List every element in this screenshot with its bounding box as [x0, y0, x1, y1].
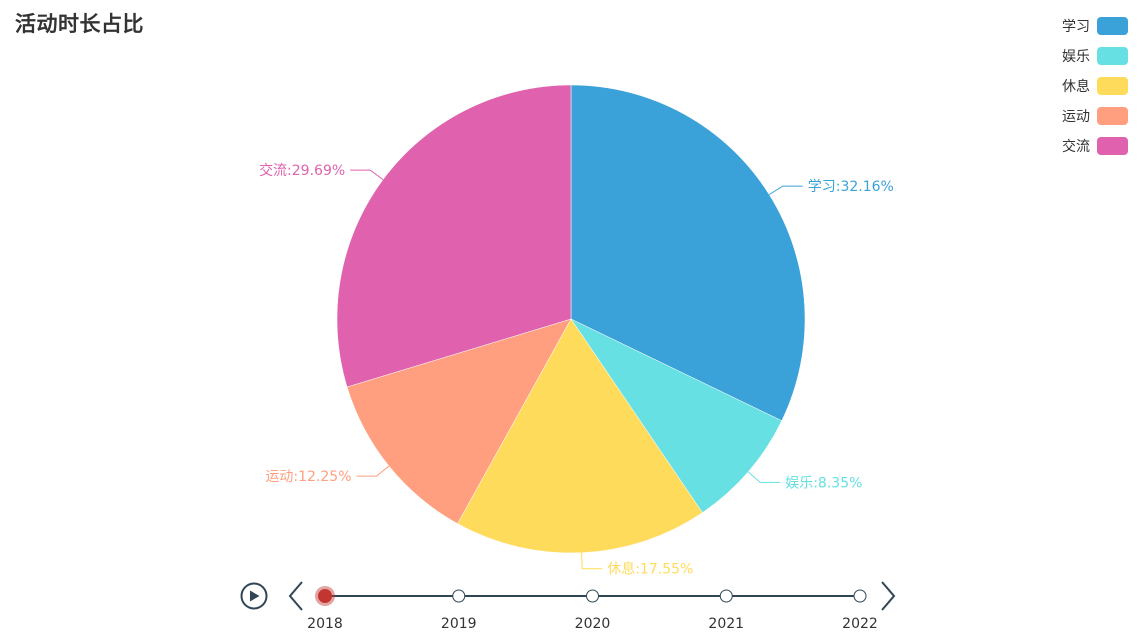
play-icon	[240, 582, 268, 610]
timeline: 2018 2019 2020 2021 2022	[240, 581, 896, 632]
timeline-year-label: 2019	[441, 616, 477, 632]
pie-labels: 学习:32.16% 娱乐:8.35% 休息:17.55% 运动:12.25% 交流:29…	[259, 162, 894, 578]
legend-item[interactable]: 交流	[1018, 131, 1128, 161]
timeline-dot	[853, 589, 867, 603]
legend-label: 运动	[1062, 109, 1090, 125]
legend-item[interactable]: 休息	[1018, 71, 1128, 101]
timeline-current-dot	[318, 589, 332, 603]
legend-swatch	[1097, 77, 1128, 95]
legend-label: 娱乐	[1062, 49, 1090, 65]
slice-label: 娱乐:8.35%	[785, 475, 862, 491]
label-line	[350, 169, 384, 181]
legend-item[interactable]: 娱乐	[1018, 41, 1128, 71]
timeline-dot	[452, 589, 466, 603]
chart-title: 活动时长占比	[15, 12, 144, 36]
timeline-year-label: 2020	[575, 616, 611, 632]
timeline-dot	[719, 589, 733, 603]
slice-label: 休息:17.55%	[607, 561, 693, 578]
label-line	[581, 552, 603, 570]
timeline-year-label: 2021	[708, 616, 744, 632]
timeline-dot	[586, 589, 599, 603]
legend-swatch	[1097, 47, 1128, 65]
timeline-node[interactable]: 2020	[575, 589, 611, 632]
slice-label: 学习:32.16%	[808, 179, 894, 195]
slice-label: 运动:12.25%	[265, 469, 351, 485]
timeline-year-label: 2018	[307, 616, 343, 632]
legend: 学习娱乐休息运动交流	[1018, 11, 1128, 161]
legend-item[interactable]: 学习	[1018, 11, 1128, 41]
slice-label: 交流:29.69%	[259, 162, 345, 179]
timeline-node[interactable]: 2021	[708, 589, 744, 632]
chevron-right-icon[interactable]	[881, 581, 896, 611]
legend-swatch	[1097, 107, 1128, 125]
label-line	[356, 465, 390, 477]
timeline-node[interactable]: 2019	[441, 589, 477, 632]
pie-slice[interactable]	[457, 318, 703, 554]
legend-label: 休息	[1062, 79, 1090, 95]
chevron-left-icon[interactable]	[288, 581, 303, 611]
pie-slice[interactable]	[570, 318, 783, 513]
pie-slices	[336, 84, 806, 554]
legend-label: 交流	[1062, 139, 1090, 155]
timeline-node[interactable]: 2022	[842, 589, 878, 632]
label-line	[747, 471, 781, 483]
label-line	[768, 185, 803, 196]
legend-swatch	[1097, 137, 1128, 155]
timeline-year-label: 2022	[842, 616, 878, 632]
play-button[interactable]	[240, 582, 268, 610]
timeline-node[interactable]: 2018	[307, 586, 343, 632]
pie-slice[interactable]	[336, 84, 572, 388]
pie-slice[interactable]	[570, 84, 806, 422]
legend-item[interactable]: 运动	[1018, 101, 1128, 131]
legend-swatch	[1097, 17, 1128, 35]
play-triangle	[250, 590, 260, 602]
legend-label: 学习	[1062, 19, 1090, 35]
